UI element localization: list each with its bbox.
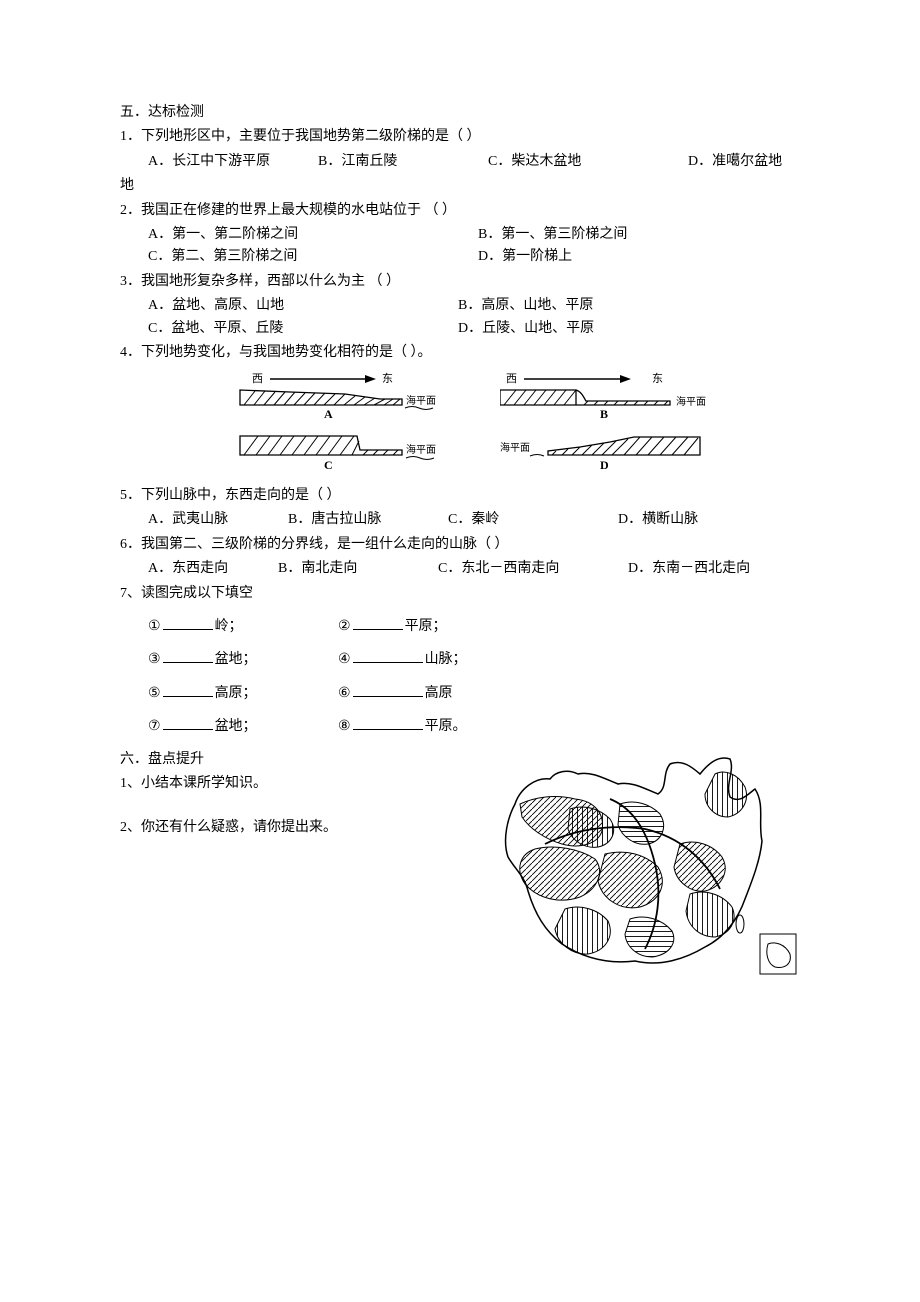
q4-diagram-b: 西 东 海平面 B <box>500 372 720 428</box>
fill-blank[interactable] <box>353 615 403 630</box>
q6-stem: 6．我国第二、三级阶梯的分界线，是一组什么走向的山脉（ ） <box>120 534 800 556</box>
q4-diagrams: 西 东 海平面 A 西 东 <box>120 366 800 481</box>
q3-options-row2: C．盆地、平原、丘陵 D．丘陵、山地、平原 <box>120 318 800 340</box>
q3-stem: 3．我国地形复杂多样，西部以什么为主 （ ） <box>120 271 800 293</box>
q2-options-row1: A．第一、第二阶梯之间 B．第一、第三阶梯之间 <box>120 224 800 246</box>
q1-opt-b: B．江南丘陵 <box>318 151 488 173</box>
q7-row-2: ③ 盆地； ④ 山脉； <box>120 648 800 671</box>
q5-opt-a: A．武夷山脉 <box>148 509 288 531</box>
q4-stem: 4．下列地势变化，与我国地势变化相符的是（ ）。 <box>120 342 800 364</box>
q1-stem: 1．下列地形区中，主要位于我国地势第二级阶梯的是（ ） <box>120 126 800 148</box>
fill-text-6: 高原 <box>425 683 453 705</box>
q4-diagram-a: 西 东 海平面 A <box>230 372 450 428</box>
fill-blank[interactable] <box>163 648 213 663</box>
q6-opt-c: C．东北－西南走向 <box>438 558 628 580</box>
fill-num-2: ② <box>338 616 351 638</box>
fill-num-5: ⑤ <box>148 683 161 705</box>
sealevel-label: 海平面 <box>406 394 436 407</box>
fill-num-1: ① <box>148 616 161 638</box>
fill-num-6: ⑥ <box>338 683 351 705</box>
q3-opt-b: B．高原、山地、平原 <box>458 295 593 317</box>
q2-options-row2: C．第二、第三阶梯之间 D．第一阶梯上 <box>120 246 800 268</box>
fill-text-4: 山脉； <box>425 649 467 671</box>
q2-opt-d: D．第一阶梯上 <box>478 246 572 268</box>
q1-opt-c: C．柴达木盆地 <box>488 151 688 173</box>
q6-opt-d: D．东南－西北走向 <box>628 558 750 580</box>
q2-stem: 2．我国正在修建的世界上最大规模的水电站位于 （ ） <box>120 200 800 222</box>
fill-blank[interactable] <box>163 682 213 697</box>
q7-row-3: ⑤ 高原； ⑥ 高原 <box>120 682 800 705</box>
fill-text-3: 盆地； <box>215 649 257 671</box>
diagram-label-a: A <box>324 407 333 420</box>
fill-blank[interactable] <box>353 648 423 663</box>
fill-text-1: 岭； <box>215 616 243 638</box>
q5-opt-d: D．横断山脉 <box>618 509 698 531</box>
fill-num-4: ④ <box>338 649 351 671</box>
q1-options: A．长江中下游平原 B．江南丘陵 C．柴达木盆地 D．准噶尔盆地 <box>120 151 800 173</box>
fill-blank[interactable] <box>353 715 423 730</box>
q1-opt-a: A．长江中下游平原 <box>148 151 318 173</box>
q3-opt-c: C．盆地、平原、丘陵 <box>148 318 458 340</box>
fill-num-8: ⑧ <box>338 716 351 738</box>
q5-opt-c: C．秦岭 <box>448 509 618 531</box>
fill-num-7: ⑦ <box>148 716 161 738</box>
q3-opt-a: A．盆地、高原、山地 <box>148 295 458 317</box>
svg-text:海平面: 海平面 <box>500 441 530 454</box>
q5-stem: 5．下列山脉中，东西走向的是（ ） <box>120 485 800 507</box>
fill-blank[interactable] <box>163 615 213 630</box>
fill-text-5: 高原； <box>215 683 257 705</box>
q7-row-1: ① 岭； ② 平原； <box>120 615 800 638</box>
fill-num-3: ③ <box>148 649 161 671</box>
q1-opt-d-cont: 地 <box>120 175 800 197</box>
fill-text-2: 平原； <box>405 616 447 638</box>
q3-options-row1: A．盆地、高原、山地 B．高原、山地、平原 <box>120 295 800 317</box>
q2-opt-c: C．第二、第三阶梯之间 <box>148 246 478 268</box>
q5-opt-b: B．唐古拉山脉 <box>288 509 448 531</box>
svg-text:东: 东 <box>652 372 663 385</box>
fill-blank[interactable] <box>353 682 423 697</box>
svg-text:D: D <box>600 458 609 472</box>
q1-opt-d: D．准噶尔盆地 <box>688 151 828 173</box>
q6-opt-a: A．东西走向 <box>148 558 278 580</box>
q6-opt-b: B．南北走向 <box>278 558 438 580</box>
q6-options: A．东西走向 B．南北走向 C．东北－西南走向 D．东南－西北走向 <box>120 558 800 580</box>
west-label: 西 <box>252 373 263 385</box>
fill-blank[interactable] <box>163 715 213 730</box>
q2-opt-a: A．第一、第二阶梯之间 <box>148 224 478 246</box>
q3-opt-d: D．丘陵、山地、平原 <box>458 318 594 340</box>
fill-text-7: 盆地； <box>215 716 257 738</box>
q4-diagram-c: 海平面 C <box>230 433 450 481</box>
q7-stem: 7、读图完成以下填空 <box>120 583 800 605</box>
svg-text:C: C <box>324 458 333 472</box>
china-map <box>490 749 800 987</box>
q4-diagram-d: 海平面 D <box>500 433 720 481</box>
fill-text-8: 平原。 <box>425 716 467 738</box>
svg-text:西: 西 <box>506 373 517 385</box>
q5-options: A．武夷山脉 B．唐古拉山脉 C．秦岭 D．横断山脉 <box>120 509 800 531</box>
svg-text:海平面: 海平面 <box>676 395 706 408</box>
q2-opt-b: B．第一、第三阶梯之间 <box>478 224 627 246</box>
section-5-title: 五．达标检测 <box>120 102 800 124</box>
east-label: 东 <box>382 372 393 385</box>
svg-text:B: B <box>600 407 608 420</box>
q7-row-4: ⑦ 盆地； ⑧ 平原。 <box>120 715 800 738</box>
svg-text:海平面: 海平面 <box>406 443 436 456</box>
